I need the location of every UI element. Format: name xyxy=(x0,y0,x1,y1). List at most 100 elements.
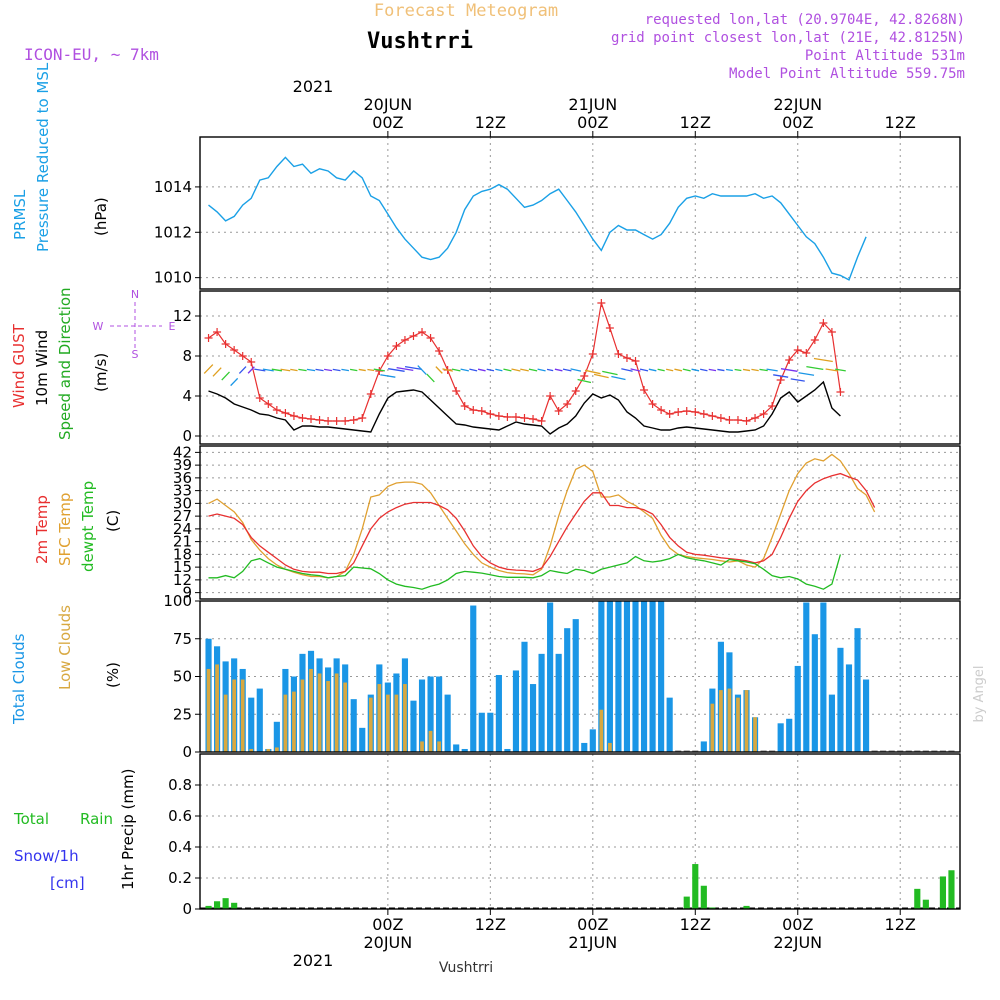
requested-coords: requested lon,lat (20.9704E, 42.8268N) xyxy=(645,12,965,28)
low-cloud-bar xyxy=(744,690,749,752)
x-tick-label: 12Z xyxy=(475,113,506,132)
x-tick-label: 22JUN xyxy=(773,933,822,952)
wind-arrow xyxy=(648,368,657,372)
wind-arrow xyxy=(813,357,833,363)
total-cloud-bar xyxy=(495,674,502,752)
low-cloud-bar xyxy=(377,684,382,752)
low-cloud-bar xyxy=(753,717,757,752)
gust-marker xyxy=(238,352,247,360)
low-cloud-bar xyxy=(727,688,732,752)
gust-marker xyxy=(733,416,742,424)
y-tick-label: 0.8 xyxy=(168,776,192,794)
gust-marker xyxy=(768,402,777,410)
gust-marker xyxy=(366,390,375,398)
panel-frame xyxy=(199,600,961,753)
compass-n: N xyxy=(131,288,139,301)
gust-marker xyxy=(520,414,529,422)
low-cloud-bar xyxy=(403,684,407,752)
total-cloud-bar xyxy=(658,601,665,752)
total-cloud-bar xyxy=(811,634,818,752)
panel-wind: 0 4 8 12 xyxy=(0,0,961,445)
gust-marker xyxy=(793,346,802,354)
total-cloud-bar xyxy=(837,647,844,752)
gust-line xyxy=(208,302,841,422)
total-cloud-bar xyxy=(649,601,656,752)
x-tick-label: 22JUN xyxy=(773,95,822,114)
gust-marker xyxy=(537,417,546,425)
panel-pressure: 1010 1012 1014 xyxy=(154,136,961,290)
x-tick-label: 00Z xyxy=(372,113,403,132)
gust-marker xyxy=(708,412,717,420)
total-cloud-bar xyxy=(777,723,784,752)
total-cloud-bar xyxy=(359,727,366,752)
y-tick-label: 39 xyxy=(173,456,192,474)
wind-arrow xyxy=(780,368,798,372)
year-top: 2021 xyxy=(293,77,334,96)
wind-arrow xyxy=(725,368,733,372)
y-tick-label: 0.4 xyxy=(168,838,192,856)
gust-marker xyxy=(674,408,683,416)
gust-marker xyxy=(605,324,614,332)
wind-arrow xyxy=(212,367,222,377)
wind-arrow xyxy=(766,368,778,372)
gust-marker xyxy=(307,415,316,423)
y-tick-label: 1012 xyxy=(154,223,192,241)
wind-arrow xyxy=(511,368,521,372)
low-cloud-bar xyxy=(275,747,279,752)
wind-label: 10m Wind xyxy=(33,330,51,406)
precip-label: 1hr Precip (mm) xyxy=(119,769,137,890)
low-cloud-bar xyxy=(317,673,322,752)
station-name: Vushtrri xyxy=(367,29,473,54)
gust-marker xyxy=(289,412,298,420)
gust-marker xyxy=(272,406,281,414)
x-tick-label: 12Z xyxy=(885,915,916,934)
gust-marker xyxy=(511,413,520,421)
gust-marker xyxy=(529,415,538,423)
y-tick-label: 36 xyxy=(173,469,192,487)
gust-marker xyxy=(819,319,828,327)
precip-bar xyxy=(692,864,699,909)
precip-bar xyxy=(683,896,690,909)
precip-bar xyxy=(700,885,707,909)
wind-arrow xyxy=(682,368,691,372)
y-tick-label: 0.6 xyxy=(168,807,192,825)
panel-clouds: 0 25 50 75 100 xyxy=(163,592,961,761)
wind-arrow xyxy=(404,365,423,371)
wind-arrow xyxy=(221,371,230,381)
wind-arrow xyxy=(520,368,529,372)
wind-arrow xyxy=(306,368,316,372)
wind-arrow xyxy=(373,368,385,372)
total-cloud-bar xyxy=(854,628,861,752)
low-cloud-bar xyxy=(368,697,373,752)
low-cloud-bar xyxy=(608,742,612,752)
low-cloud-bar xyxy=(206,668,211,752)
y-tick-label: 1014 xyxy=(154,178,192,196)
wind-arrow xyxy=(477,368,486,372)
gust-marker xyxy=(486,410,495,418)
precip-bar xyxy=(743,905,750,909)
gust-marker xyxy=(298,414,307,422)
sfc-temp-line xyxy=(208,453,876,579)
total-cloud-bar xyxy=(598,601,605,752)
footer-station: Vushtrri xyxy=(439,960,493,976)
gust-marker xyxy=(563,400,572,408)
total-cloud-bar xyxy=(640,601,648,752)
prmsl-label: PRMSL xyxy=(11,189,29,240)
dewpt-line xyxy=(208,553,842,590)
gust-marker xyxy=(392,342,401,350)
y-tick-label: 15 xyxy=(173,558,192,576)
wind-arrow xyxy=(691,368,700,372)
y-tick-label: 24 xyxy=(173,520,192,538)
low-cloud-bar xyxy=(437,741,441,752)
y-tick-label: 27 xyxy=(173,507,192,525)
total-cloud-bar xyxy=(487,712,494,752)
gust-marker xyxy=(631,357,640,365)
cm-label: [cm] xyxy=(50,874,85,892)
wind-arrow xyxy=(503,368,512,372)
y-tick-label: 75 xyxy=(173,630,192,648)
wind-arrow xyxy=(238,366,247,374)
gust-marker xyxy=(213,328,222,336)
x-tick-label: 12Z xyxy=(475,915,506,934)
wind-arrow xyxy=(367,368,375,372)
